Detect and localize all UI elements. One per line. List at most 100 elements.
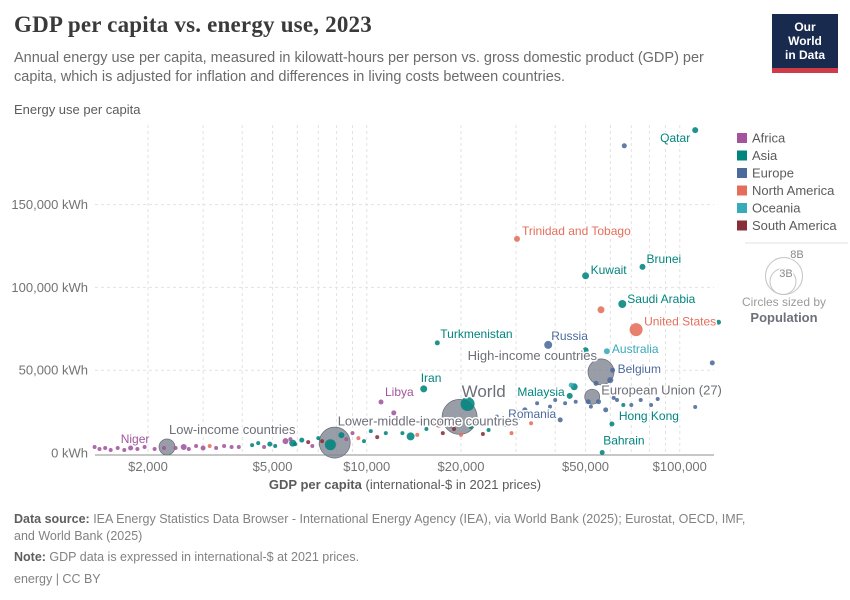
data-point[interactable] [611, 395, 616, 400]
data-point[interactable] [435, 420, 443, 428]
data-point[interactable] [629, 403, 634, 407]
data-point[interactable] [568, 382, 574, 388]
data-point[interactable] [649, 403, 654, 407]
data-point[interactable] [222, 444, 227, 448]
data-point[interactable] [607, 377, 614, 384]
data-point[interactable] [406, 432, 415, 441]
data-point[interactable] [306, 440, 311, 445]
data-point[interactable] [344, 437, 349, 442]
data-point[interactable] [603, 407, 609, 413]
data-point[interactable] [180, 444, 187, 450]
data-point[interactable] [516, 416, 521, 421]
data-point[interactable] [415, 432, 420, 437]
data-point[interactable] [288, 437, 293, 442]
data-point-low-income-countries[interactable] [158, 438, 176, 456]
data-point-saudi-arabia[interactable] [618, 300, 627, 308]
data-point[interactable] [142, 445, 147, 449]
data-point[interactable] [486, 428, 491, 432]
data-point[interactable] [362, 439, 366, 444]
data-point[interactable] [522, 407, 528, 413]
data-point[interactable] [103, 446, 108, 450]
data-point[interactable] [494, 414, 499, 419]
data-point-qatar[interactable] [692, 127, 699, 134]
data-point[interactable] [273, 444, 278, 448]
legend-swatch-africa[interactable] [737, 133, 747, 143]
legend-label[interactable]: Africa [752, 131, 786, 146]
data-point[interactable] [350, 431, 355, 436]
legend-label[interactable]: Asia [752, 148, 778, 163]
data-point[interactable] [383, 431, 388, 436]
data-point[interactable] [92, 445, 97, 449]
data-point-trinidad-and-tobago[interactable] [514, 235, 520, 242]
data-point[interactable] [597, 306, 605, 314]
data-point[interactable] [452, 427, 456, 431]
data-point[interactable] [128, 445, 134, 451]
data-point[interactable] [236, 445, 241, 449]
data-point[interactable] [596, 399, 601, 405]
data-point-libya[interactable] [378, 399, 384, 405]
data-point[interactable] [293, 442, 298, 447]
data-point[interactable] [553, 398, 558, 402]
data-point-romania[interactable] [557, 417, 563, 423]
legend-swatch-south-america[interactable] [737, 220, 747, 231]
data-point-russia[interactable] [544, 340, 553, 349]
legend-swatch-north-america[interactable] [737, 185, 747, 196]
data-point[interactable] [316, 436, 321, 441]
data-point[interactable] [588, 404, 593, 409]
data-point[interactable] [320, 439, 325, 444]
data-point[interactable] [229, 445, 234, 449]
legend-label[interactable]: North America [752, 183, 835, 198]
data-point[interactable] [356, 436, 361, 441]
data-point[interactable] [194, 444, 199, 448]
data-point[interactable] [535, 401, 540, 406]
data-point[interactable] [310, 444, 315, 448]
data-point[interactable] [122, 448, 127, 452]
data-point[interactable] [593, 380, 599, 386]
data-point[interactable] [460, 397, 475, 411]
legend-label[interactable]: Oceania [752, 201, 801, 216]
data-point[interactable] [282, 438, 289, 445]
legend-label[interactable]: Europe [752, 166, 794, 181]
data-point-iran[interactable] [420, 385, 428, 393]
data-point[interactable] [514, 409, 519, 414]
data-point[interactable] [256, 441, 261, 446]
data-point[interactable] [162, 446, 166, 450]
data-point[interactable] [582, 347, 589, 354]
data-point-hong-kong[interactable] [609, 421, 615, 427]
data-point[interactable] [716, 319, 721, 325]
data-point[interactable] [540, 411, 545, 416]
data-point[interactable] [207, 444, 212, 448]
data-point[interactable] [214, 446, 219, 450]
data-point-belgium[interactable] [610, 367, 616, 373]
data-point[interactable] [424, 427, 429, 431]
data-point[interactable] [548, 404, 552, 409]
data-point[interactable] [509, 431, 514, 436]
data-point[interactable] [186, 447, 191, 451]
owid-logo[interactable]: Our World in Data [772, 14, 838, 74]
data-point[interactable] [391, 410, 397, 416]
data-point-australia[interactable] [603, 348, 610, 355]
data-point-kuwait[interactable] [582, 272, 590, 280]
legend-swatch-asia[interactable] [737, 150, 747, 161]
data-point[interactable] [638, 398, 643, 402]
data-point[interactable] [97, 447, 102, 451]
data-point[interactable] [250, 443, 255, 448]
data-point[interactable] [585, 399, 591, 405]
data-point[interactable] [563, 401, 568, 406]
data-point-turkmenistan[interactable] [434, 340, 440, 346]
data-point-brunei[interactable] [639, 263, 646, 270]
data-point[interactable] [447, 422, 453, 428]
legend-label[interactable]: South America [752, 218, 837, 233]
legend-swatch-europe[interactable] [737, 168, 747, 178]
data-point[interactable] [440, 431, 445, 436]
data-point[interactable] [152, 447, 157, 451]
data-point[interactable] [573, 399, 578, 404]
data-point[interactable] [655, 397, 660, 401]
legend-swatch-oceania[interactable] [737, 203, 747, 213]
data-point-united-states[interactable] [629, 323, 643, 337]
data-point[interactable] [459, 432, 463, 437]
data-point[interactable] [262, 445, 267, 449]
data-point[interactable] [267, 441, 273, 447]
data-point[interactable] [368, 429, 373, 434]
data-point[interactable] [135, 447, 140, 451]
